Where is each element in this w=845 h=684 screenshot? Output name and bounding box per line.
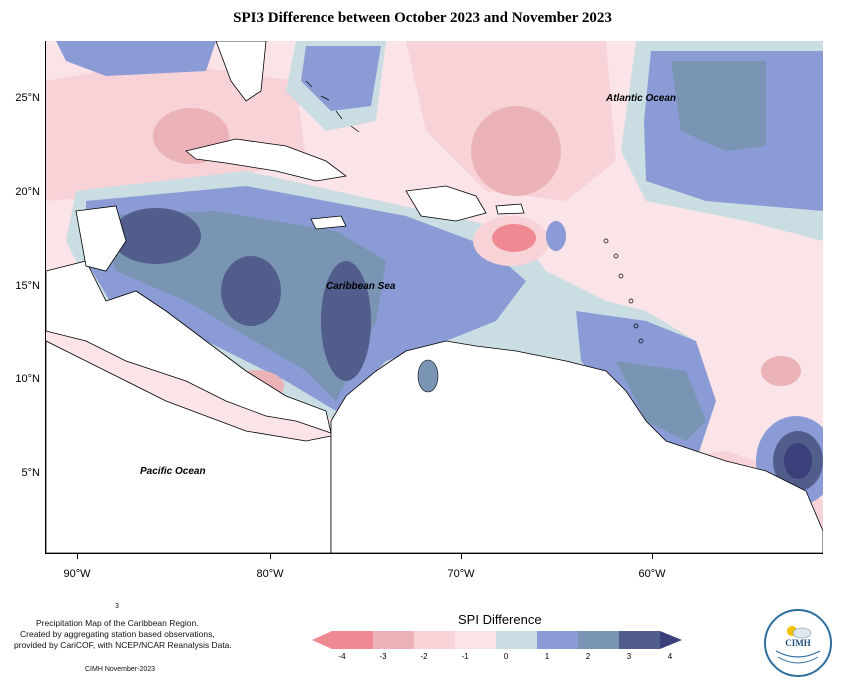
x-tick [461, 553, 462, 559]
sun-cloud-icon [775, 626, 821, 664]
x-label-60w: 60°W [638, 568, 666, 580]
legend-colorbar [312, 631, 682, 649]
legend-label: 3 [626, 652, 632, 661]
legend-swatch-neg4-3 [332, 631, 373, 649]
x-tick [77, 553, 78, 559]
legend-swatch-neg4 [312, 631, 332, 649]
legend-swatch-neg3-2 [373, 631, 414, 649]
legend-label: 0 [503, 652, 509, 661]
legend-label: -2 [420, 652, 428, 661]
x-tick [270, 553, 271, 559]
atlantic-ocean-label: Atlantic Ocean [606, 93, 677, 104]
map-title: SPI3 Difference between October 2023 and… [233, 10, 612, 26]
caribbean-sea-label: Caribbean Sea [326, 281, 396, 292]
spi-map: Atlantic Ocean Caribbean Sea Pacific Oce… [45, 41, 823, 554]
footer-credit: CIMH November-2023 [85, 666, 156, 673]
legend-label: -4 [338, 652, 346, 661]
footer-line1: Precipitation Map of the Caribbean Regio… [36, 618, 199, 628]
legend-swatch-3-4 [619, 631, 660, 649]
footer-line2: Created by aggregating station based obs… [20, 629, 215, 639]
legend-label: 1 [544, 652, 550, 661]
x-label-90w: 90°W [63, 568, 91, 580]
legend-swatch-4 [660, 631, 682, 649]
legend-swatch-2-3 [578, 631, 619, 649]
x-label-80w: 80°W [256, 568, 284, 580]
legend-label: 2 [585, 652, 591, 661]
legend-swatch-1-2 [537, 631, 578, 649]
legend-swatch-neg1-0 [455, 631, 496, 649]
y-label-20n: 20°N [15, 186, 40, 198]
legend-label: 4 [667, 652, 673, 661]
legend-swatch-neg2-1 [414, 631, 455, 649]
legend-label: -1 [461, 652, 469, 661]
cimh-logo: CIMH [764, 609, 832, 677]
footer-superscript: 3 [115, 603, 119, 610]
spi-difference-field [46, 41, 823, 553]
legend-label: -3 [379, 652, 387, 661]
y-label-15n: 15°N [15, 280, 40, 292]
footer-line3: provided by CariCOF, with NCEP/NCAR Rean… [14, 640, 232, 650]
y-label-10n: 10°N [15, 373, 40, 385]
pacific-ocean-label: Pacific Ocean [140, 466, 206, 477]
legend-swatch-0-1 [496, 631, 537, 649]
legend-title: SPI Difference [458, 612, 542, 627]
x-tick [652, 553, 653, 559]
y-label-25n: 25°N [15, 92, 40, 104]
x-label-70w: 70°W [447, 568, 475, 580]
y-label-5n: 5°N [21, 467, 40, 479]
logo-text: CIMH [785, 638, 811, 648]
